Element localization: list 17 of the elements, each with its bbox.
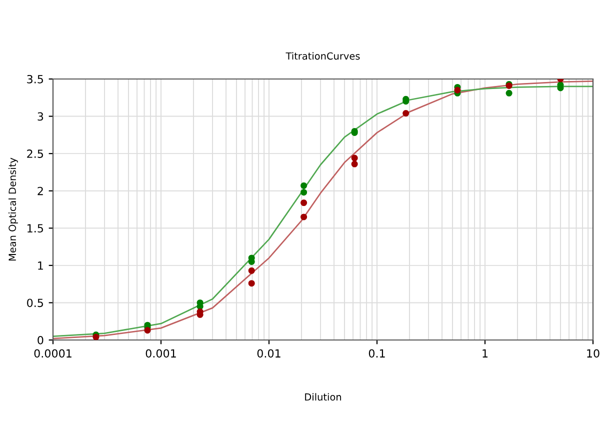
y-tick-label: 3.5 — [27, 74, 43, 84]
y-tick-label: 3 — [38, 112, 44, 121]
x-tick-label: 0.001 — [146, 349, 176, 358]
x-axis-title: Dilution — [305, 393, 342, 401]
y-axis-title: Mean Optical Density — [8, 158, 18, 261]
y-tick-label: 0.5 — [27, 298, 43, 308]
chart-title: TitrationCurves — [286, 52, 360, 60]
x-tick-label: 0.01 — [257, 349, 280, 358]
y-tick-label: 0 — [38, 336, 44, 344]
x-tick-label: 10 — [587, 349, 600, 358]
y-tick-label: 2.5 — [27, 150, 43, 158]
y-tick-label: 2 — [38, 186, 43, 196]
x-tick-label: 0.1 — [368, 349, 385, 358]
y-tick-label: 1.5 — [28, 224, 43, 233]
y-tick-label: 1 — [38, 262, 43, 270]
x-tick-label: 0.0001 — [34, 349, 72, 358]
x-tick-label: 1 — [482, 349, 488, 358]
